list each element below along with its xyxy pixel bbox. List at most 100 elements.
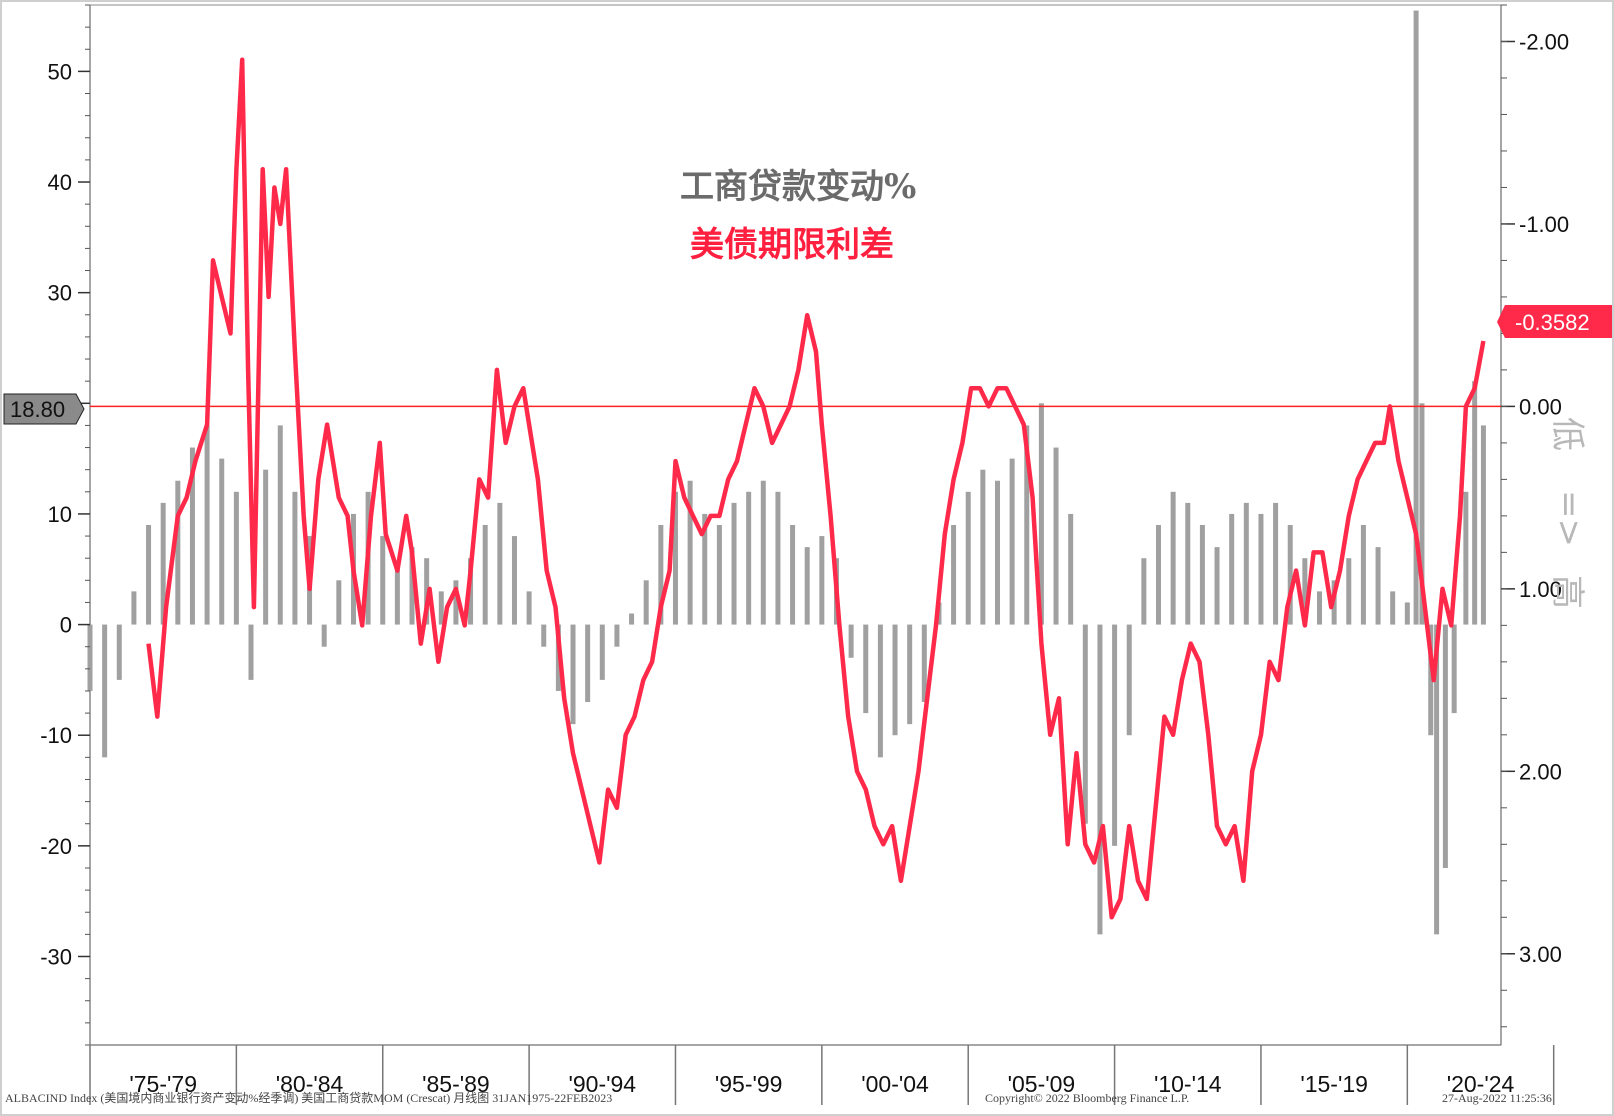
bar-53: [863, 624, 869, 714]
bar-82: [1287, 525, 1293, 625]
bar-series: [87, 10, 1486, 935]
x-axis-categories: '75-'79 '80-'84 '85-'89 '90-'94 '95-'99 '00-'…: [89, 1045, 1555, 1105]
bar-75: [1185, 502, 1191, 625]
category-label-0: '75-'79: [129, 1071, 197, 1097]
bar-42: [702, 513, 708, 625]
bar-16: [321, 624, 327, 647]
left-tick-label-8: -30: [40, 944, 72, 969]
bar-59: [951, 525, 957, 625]
bar-4: [146, 525, 152, 625]
bar-9: [219, 458, 225, 625]
bar-44: [731, 502, 737, 625]
bar-13: [277, 425, 283, 625]
bar-95: [1442, 624, 1448, 868]
bar-94: [1434, 624, 1440, 935]
bar-65: [1038, 403, 1044, 625]
bar-88: [1375, 547, 1381, 625]
bar-14: [292, 491, 298, 625]
bar-45: [746, 491, 752, 625]
right-tick-label-0: -2.00: [1519, 29, 1569, 54]
left-tick-label-2: 30: [48, 281, 72, 306]
bar-67: [1068, 513, 1074, 625]
bar-31: [541, 624, 547, 647]
spread-line: [146, 57, 1486, 920]
line-series: [146, 57, 1486, 920]
bar-90: [1404, 602, 1410, 625]
bar-3: [131, 591, 137, 625]
bar-63: [1009, 458, 1015, 625]
bar-43: [716, 525, 722, 625]
bar-96: [1451, 624, 1457, 714]
category-label-4: '95-'99: [715, 1071, 783, 1097]
bar-87: [1360, 525, 1366, 625]
bar-27: [482, 525, 488, 625]
bar-84: [1317, 591, 1323, 625]
right-axis-note-low: 低: [1547, 417, 1587, 451]
right-marker-label: -0.3582: [1515, 310, 1590, 335]
category-label-8: '15-'19: [1300, 1071, 1368, 1097]
bar-70: [1112, 624, 1118, 846]
bar-97: [1463, 491, 1469, 625]
left-tick-label-6: -10: [40, 723, 72, 748]
bar-48: [790, 525, 796, 625]
bar-92: [1419, 403, 1425, 625]
bar-6: [175, 480, 181, 625]
bar-10: [233, 491, 239, 625]
right-tick-label-5: 3.00: [1519, 942, 1562, 967]
right-tick-label-4: 2.00: [1519, 759, 1562, 784]
bar-12: [263, 469, 269, 625]
left-tick-label-4: 10: [48, 502, 72, 527]
bar-49: [804, 547, 810, 625]
bar-98: [1472, 381, 1478, 625]
bar-47: [775, 491, 781, 625]
plot-area: [89, 4, 1502, 1046]
bar-7: [189, 447, 195, 625]
bar-8: [204, 425, 210, 625]
category-label-7: '10-'14: [1154, 1071, 1222, 1097]
bar-21: [394, 569, 400, 625]
footer-left: ALBACIND Index (美国境内商业银行资产变动%经季调) 美国工商贷款…: [5, 1090, 612, 1105]
bar-20: [380, 536, 386, 625]
bar-39: [658, 525, 664, 625]
bar-33: [570, 624, 576, 725]
bar-61: [980, 469, 986, 625]
right-value-marker: -0.3582: [1497, 305, 1612, 338]
left-tick-label-7: -20: [40, 834, 72, 859]
bar-46: [760, 480, 766, 625]
legend-bar-series: 工商贷款变动%: [680, 167, 916, 207]
left-value-marker: 18.80: [3, 393, 85, 425]
bar-72: [1141, 558, 1147, 625]
bar-78: [1229, 513, 1235, 625]
bar-57: [921, 624, 927, 703]
category-label-2: '85-'89: [422, 1071, 490, 1097]
bar-83: [1302, 558, 1308, 625]
bar-25: [453, 580, 459, 625]
right-axis-note-arrow: =>: [1549, 490, 1589, 547]
right-tick-label-1: -1.00: [1519, 212, 1569, 237]
bar-74: [1170, 491, 1176, 625]
bar-40: [672, 491, 678, 625]
bar-11: [248, 624, 254, 680]
bar-86: [1346, 558, 1352, 625]
bar-34: [585, 624, 591, 703]
bar-93: [1428, 624, 1434, 736]
bar-52: [848, 624, 854, 658]
bar-37: [629, 613, 635, 625]
bar-81: [1273, 502, 1279, 625]
bar-23: [424, 558, 430, 625]
bar-55: [892, 624, 898, 736]
bar-77: [1214, 547, 1220, 625]
bar-2: [116, 624, 122, 680]
footer-center: Copyright© 2022 Bloomberg Finance L.P.: [985, 1091, 1189, 1105]
bar-62: [994, 480, 1000, 625]
bar-79: [1243, 502, 1249, 625]
bar-36: [614, 624, 620, 647]
bar-76: [1199, 525, 1205, 625]
left-tick-label-5: 0: [60, 613, 72, 638]
category-label-5: '00-'04: [861, 1071, 929, 1097]
bar-56: [907, 624, 913, 725]
bar-54: [877, 624, 883, 758]
right-axis-ticks: -2.00 -1.00 0.00 1.00 2.00 3.00: [1501, 4, 1569, 1028]
category-label-1: '80-'84: [276, 1071, 344, 1097]
footer-right: 27-Aug-2022 11:25:36: [1442, 1091, 1552, 1105]
